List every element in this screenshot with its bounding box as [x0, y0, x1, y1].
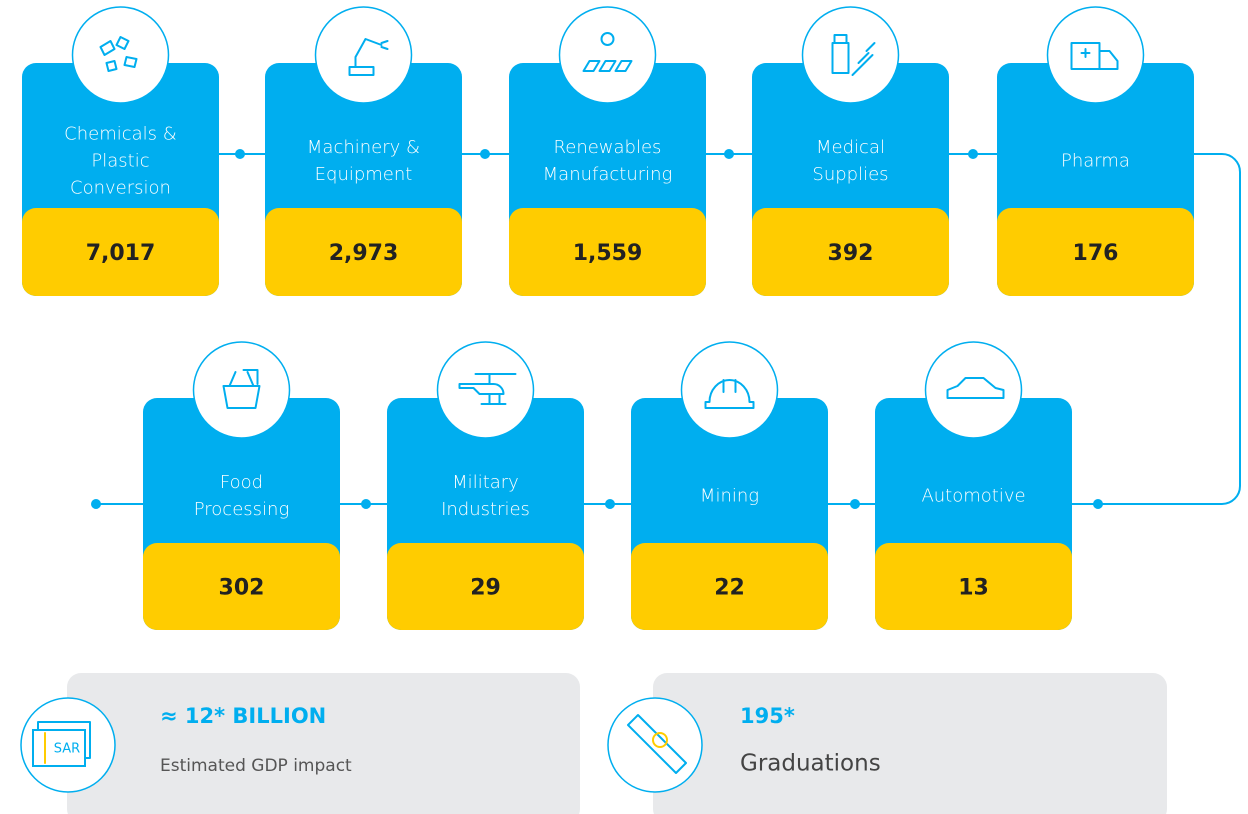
sector-label: Mining	[700, 486, 759, 507]
icon-shape	[1070, 42, 1119, 70]
sector-label: Machinery &	[307, 137, 420, 158]
icon-shape	[99, 36, 138, 72]
sector-label: Conversion	[70, 178, 171, 199]
sector-icon	[924, 341, 1023, 439]
connector-dot	[235, 149, 245, 159]
connector-dot	[1093, 499, 1103, 509]
sector-label: Chemicals &	[64, 124, 177, 145]
value-box	[752, 208, 949, 296]
value-box	[631, 543, 828, 630]
sector-icon	[558, 6, 657, 104]
value-box	[997, 208, 1194, 296]
sector-value: 392	[828, 241, 874, 266]
sector-value: 7,017	[86, 241, 156, 266]
sector-icon	[71, 6, 170, 104]
summary-headline: 195*	[740, 704, 795, 728]
sector-label: Equipment	[315, 164, 413, 185]
connector-line	[22, 153, 1241, 505]
summary-caption: Estimated GDP impact	[160, 756, 352, 776]
sector-label: Supplies	[812, 164, 888, 185]
sector-value: 1,559	[573, 241, 643, 266]
value-box	[22, 208, 219, 296]
sector-label: Automotive	[921, 486, 1025, 507]
icon-shape	[652, 732, 668, 748]
sector-value: 13	[958, 576, 989, 601]
icon-shape	[458, 373, 517, 405]
sector-value: 302	[219, 576, 265, 601]
sector-label: Pharma	[1061, 151, 1130, 172]
icon-shape	[627, 714, 687, 774]
sector-icon	[680, 341, 779, 439]
summary-panel	[653, 673, 1167, 814]
value-box	[387, 543, 584, 630]
sector-icon	[192, 341, 291, 439]
connector-dot	[968, 149, 978, 159]
connector-dot	[850, 499, 860, 509]
connector-dot	[91, 499, 101, 509]
sector-label: Renewables	[554, 137, 662, 158]
sector-label: Medical	[816, 137, 885, 158]
icon-shape	[831, 34, 876, 76]
sector-value: 22	[714, 576, 745, 601]
value-box	[265, 208, 462, 296]
value-box	[143, 543, 340, 630]
sector-value: 29	[470, 576, 501, 601]
sector-value: 2,973	[329, 241, 399, 266]
summary-caption: Graduations	[740, 751, 881, 777]
sector-icon	[436, 341, 535, 439]
icon-shape	[32, 729, 86, 767]
sector-label: Manufacturing	[543, 164, 673, 185]
summary-headline: ≈ 12* BILLION	[160, 704, 326, 728]
icon-shape	[582, 32, 633, 72]
sector-label: Food	[220, 472, 263, 493]
icon-shape	[946, 377, 1005, 399]
connector-dot	[480, 149, 490, 159]
icon-shape	[222, 369, 261, 409]
sector-label: Military	[452, 472, 519, 493]
sector-label: Processing	[194, 499, 290, 520]
icon-text: SAR	[54, 742, 80, 757]
value-box	[509, 208, 706, 296]
connector-dot	[724, 149, 734, 159]
value-box	[875, 543, 1072, 630]
summary-panel	[67, 673, 580, 814]
sector-icon	[314, 6, 413, 104]
sector-label: Plastic	[91, 151, 149, 172]
sector-icon	[801, 6, 900, 104]
sector-icon	[1046, 6, 1145, 104]
connector-dot	[361, 499, 371, 509]
sector-value: 176	[1073, 241, 1119, 266]
icon-shape	[348, 38, 389, 76]
icon-shape	[704, 379, 755, 409]
sector-label: Industries	[441, 499, 530, 520]
connector-dot	[605, 499, 615, 509]
